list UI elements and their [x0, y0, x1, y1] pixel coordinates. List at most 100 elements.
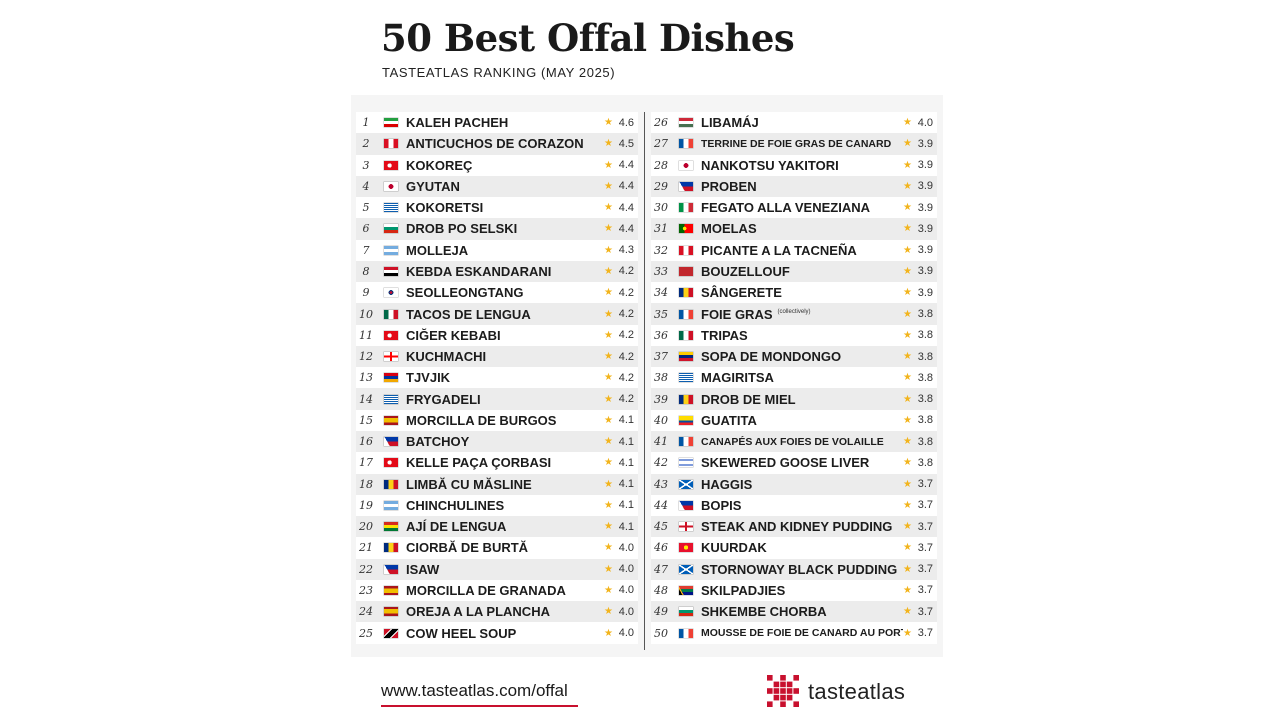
rank-number: 35	[654, 307, 668, 321]
ranking-row: 10 TACOS DE LENGUA ★ 4.2	[356, 303, 638, 325]
ranking-row: 44 BOPIS ★ 3.7	[651, 494, 937, 517]
ranking-row: 2 ANTICUCHOS DE CORAZON ★ 4.5	[356, 133, 638, 155]
dish-name-text: TACOS DE LENGUA	[406, 306, 531, 322]
dish-name-text: SKEWERED GOOSE LIVER	[701, 455, 870, 471]
star-icon: ★	[903, 180, 912, 192]
rank-number: 48	[654, 583, 668, 597]
rank-number: 14	[359, 392, 373, 406]
rank-number: 8	[362, 264, 370, 278]
rating-value: 4.1	[618, 520, 634, 533]
dish-name-text: MOELAS	[701, 221, 757, 237]
star-icon: ★	[604, 478, 613, 490]
star-icon: ★	[903, 584, 912, 596]
dish-name: SHKEMBE CHORBA	[701, 604, 903, 619]
rating-value: 4.2	[618, 350, 634, 363]
ranking-row: 20 AJÍ DE LENGUA ★ 4.1	[356, 516, 638, 538]
ranking-row: 7 MOLLEJA ★ 4.3	[356, 239, 638, 261]
dish-name-text: FEGATO ALLA VENEZIANA	[701, 200, 870, 216]
ranking-row: 35 FOIE GRAS (collectively) ★ 3.8	[651, 303, 937, 325]
ranking-row: 13 TJVJIK ★ 4.2	[356, 367, 638, 389]
rank-number: 27	[654, 137, 668, 151]
dish-name: ANTICUCHOS DE CORAZON	[406, 136, 604, 151]
dish-name: DROB PO SELSKI	[406, 221, 604, 236]
turkey-flag-icon	[384, 330, 398, 340]
star-icon: ★	[903, 499, 912, 511]
dish-name: SEOLLEONGTANG	[406, 285, 604, 300]
rating-value: 3.8	[917, 435, 933, 448]
rank-number: 34	[654, 286, 668, 300]
star-icon: ★	[903, 329, 912, 341]
tasteatlas-logo: tasteatlas	[767, 675, 905, 708]
bulgaria-flag-icon	[679, 607, 693, 617]
dish-name-text: KEBDA ESKANDARANI	[406, 263, 552, 279]
ranking-row: 33 BOUZELLOUF ★ 3.9	[651, 260, 937, 283]
ranking-row: 6 DROB PO SELSKI ★ 4.4	[356, 218, 638, 240]
rank-number: 2	[362, 137, 370, 151]
rating-value: 4.1	[618, 435, 634, 448]
dish-name-text: COW HEEL SOUP	[406, 625, 517, 641]
rank-number: 21	[359, 541, 373, 555]
dish-name-text: ISAW	[406, 561, 440, 577]
ranking-row: 29 PROBEN ★ 3.9	[651, 175, 937, 198]
footer-url-underline	[381, 705, 578, 707]
page-title: 50 Best Offal Dishes	[381, 16, 795, 60]
star-icon: ★	[604, 521, 613, 533]
ranking-row: 15 MORCILLA DE BURGOS ★ 4.1	[356, 409, 638, 431]
logo-grid-cell	[773, 694, 780, 701]
dish-name: KUCHMACHI	[406, 349, 604, 364]
rank-number: 37	[654, 350, 668, 364]
dish-name-text: BOUZELLOUF	[701, 263, 790, 279]
dish-name: LIMBĂ CU MĂSLINE	[406, 477, 604, 492]
dish-name-text: SÂNGERETE	[701, 285, 782, 301]
rank-number: 26	[654, 116, 668, 130]
rank-number: 5	[362, 201, 370, 215]
logo-grid-cell	[767, 675, 773, 681]
ranking-row: 48 SKILPADJIES ★ 3.7	[651, 579, 937, 602]
rating-value: 4.5	[618, 137, 634, 150]
dish-name: KOKORETSI	[406, 200, 604, 215]
rating-value: 3.8	[917, 456, 933, 469]
dish-name: MAGIRITSA	[701, 370, 903, 385]
rank-number: 50	[654, 626, 668, 640]
ranking-column-right: 26 LIBAMÁJ ★ 4.0 27 TERRINE DE FOIE GRAS DE C…	[651, 112, 937, 644]
dish-name-text: KALEH PACHEH	[406, 115, 509, 131]
footer-url-link[interactable]: www.tasteatlas.com/offal	[381, 681, 568, 700]
star-icon: ★	[604, 308, 613, 320]
star-icon: ★	[903, 521, 912, 533]
turkey-flag-icon	[384, 458, 398, 468]
rating-value: 3.9	[917, 180, 933, 193]
dish-name: SKILPADJIES	[701, 583, 903, 598]
dish-name-text: KUCHMACHI	[406, 349, 487, 365]
rating-value: 4.1	[618, 499, 634, 512]
ranking-row: 16 BATCHOY ★ 4.1	[356, 430, 638, 453]
rating-value: 3.7	[917, 605, 933, 618]
star-icon: ★	[903, 478, 912, 490]
ranking-column-left: 1 KALEH PACHEH ★ 4.6 2 ANTICUCHOS DE CORAZON ★…	[356, 112, 638, 644]
star-icon: ★	[604, 138, 613, 150]
armenia-flag-icon	[384, 373, 398, 383]
venezuela-flag-icon	[679, 352, 693, 362]
dish-name: OREJA A LA PLANCHA	[406, 604, 604, 619]
dish-name-text: DROB DE MIEL	[701, 391, 796, 407]
logo-grid-cell	[780, 688, 786, 694]
spain-flag-icon	[384, 415, 398, 425]
star-icon: ★	[903, 159, 912, 171]
rating-value: 4.0	[618, 541, 634, 554]
dish-name-text: MOLLEJA	[406, 242, 469, 258]
ranking-row: 47 STORNOWAY BLACK PUDDING ★ 3.7	[651, 558, 937, 580]
france-flag-icon	[679, 437, 693, 447]
ranking-row: 26 LIBAMÁJ ★ 4.0	[651, 112, 937, 134]
greece-flag-icon	[384, 203, 398, 213]
dish-name: MOELAS	[701, 221, 903, 236]
rank-number: 3	[362, 158, 370, 172]
rating-value: 3.9	[917, 265, 933, 278]
dish-name: FRYGADELI	[406, 392, 604, 407]
star-icon: ★	[903, 138, 912, 150]
ranking-row: 50 MOUSSE DE FOIE DE CANARD AU PORTO ★ 3.7	[651, 622, 937, 644]
dish-name: DROB DE MIEL	[701, 392, 903, 407]
star-icon: ★	[903, 287, 912, 299]
page-subtitle: TASTEATLAS RANKING (MAY 2025)	[382, 65, 616, 80]
dish-name-text: SHKEMBE CHORBA	[701, 604, 827, 620]
rating-value: 3.7	[917, 584, 933, 597]
ranking-row: 14 FRYGADELI ★ 4.2	[356, 388, 638, 410]
